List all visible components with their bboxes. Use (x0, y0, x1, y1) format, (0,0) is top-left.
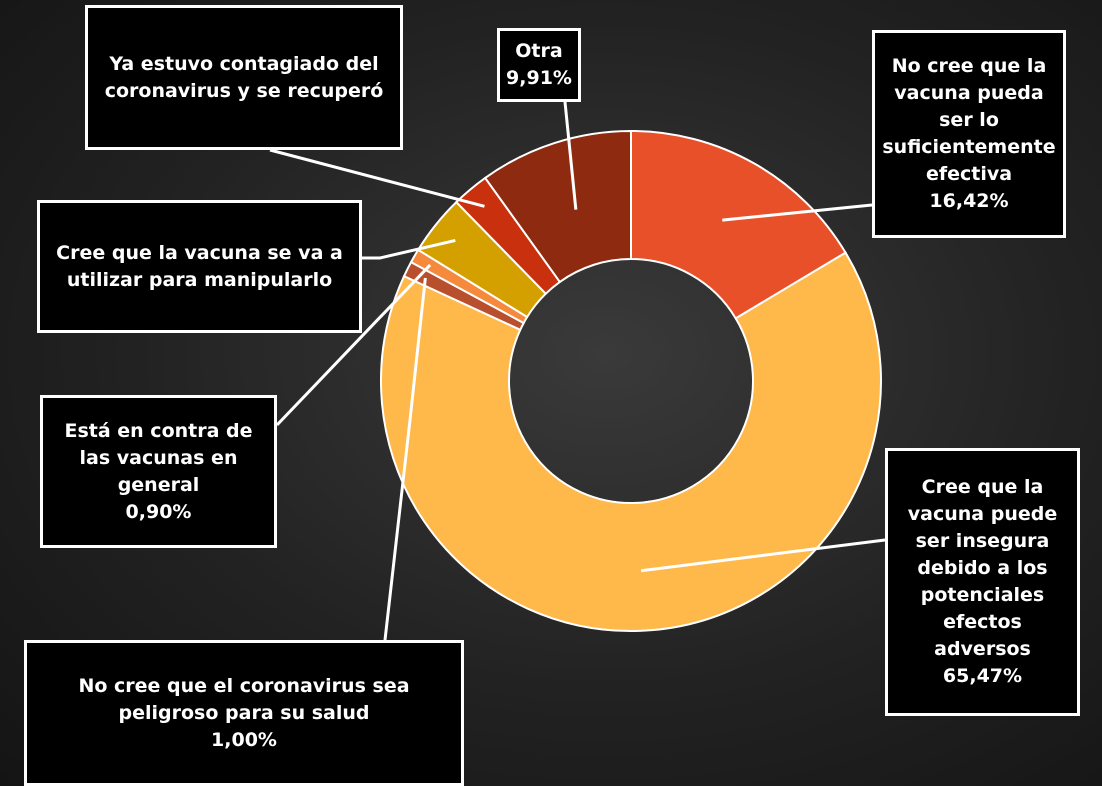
category-label: Ya estuvo contagiado del coronavirus y s… (104, 52, 384, 102)
leader-line (722, 203, 873, 222)
category-label: Está en contra de las vacunas en general (64, 419, 253, 496)
leader-line (362, 238, 456, 260)
data-label-box: Ya estuvo contagiado del coronavirus y s… (85, 5, 403, 150)
category-label: No cree que el coronavirus sea peligroso… (78, 674, 410, 724)
leader-line (275, 263, 432, 427)
value-label: 65,47% (942, 665, 1023, 687)
category-label: Cree que la vacuna puede ser insegura de… (907, 476, 1058, 660)
category-label: Cree que la vacuna se va a utilizar para… (56, 241, 343, 291)
leader-line (269, 148, 485, 208)
value-label: 9,91% (506, 67, 572, 89)
donut-segment (630, 129, 847, 320)
donut-segment (483, 129, 632, 284)
data-label-box: Cree que la vacuna puede ser insegura de… (885, 448, 1080, 716)
category-label: No cree que la vacuna pueda ser lo sufic… (882, 55, 1056, 185)
category-label: Otra (515, 40, 563, 62)
value-label: 0,90% (125, 500, 192, 523)
data-label-box: Cree que la vacuna se va a utilizar para… (37, 200, 362, 333)
donut-segment (380, 251, 882, 632)
leader-line (383, 277, 427, 641)
leader-line (640, 538, 886, 573)
leader-line (563, 101, 578, 210)
data-label-box: No cree que el coronavirus sea peligroso… (24, 640, 464, 786)
value-label: 16,42% (929, 190, 1009, 212)
data-label-box: Otra 9,91% (497, 28, 581, 102)
data-label-box: No cree que la vacuna pueda ser lo sufic… (872, 30, 1066, 238)
value-label: 1,00% (211, 728, 277, 751)
data-label-box: Está en contra de las vacunas en general… (40, 395, 277, 548)
